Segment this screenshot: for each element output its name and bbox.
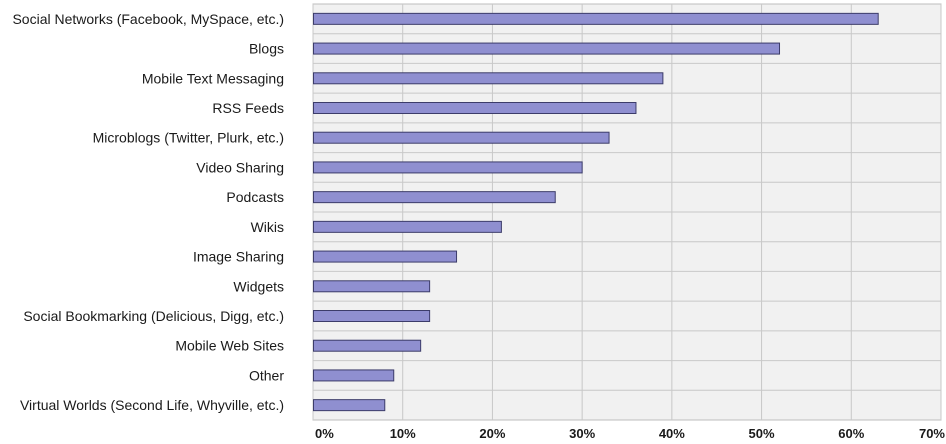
bar: [314, 340, 421, 351]
category-label: Mobile Web Sites: [175, 338, 284, 354]
bar: [314, 43, 780, 54]
x-tick-label: 70%: [919, 426, 945, 441]
x-tick-label: 30%: [569, 426, 595, 441]
category-label: Blogs: [249, 41, 284, 57]
bar: [314, 73, 663, 84]
category-label: Social Bookmarking (Delicious, Digg, etc…: [23, 308, 284, 324]
category-label: Mobile Text Messaging: [142, 70, 284, 86]
category-label: Podcasts: [226, 189, 284, 205]
category-labels: Social Networks (Facebook, MySpace, etc.…: [12, 11, 284, 413]
category-label: RSS Feeds: [212, 100, 284, 116]
bar: [314, 370, 394, 381]
x-tick-labels: 0% 10% 20% 30% 40% 50% 60% 70%: [315, 426, 945, 441]
bar: [314, 132, 610, 143]
bar: [314, 281, 430, 292]
category-label: Social Networks (Facebook, MySpace, etc.…: [12, 11, 284, 27]
category-label: Widgets: [233, 278, 284, 294]
x-tick-label: 40%: [659, 426, 685, 441]
category-label: Virtual Worlds (Second Life, Whyville, e…: [20, 397, 284, 413]
bar: [314, 251, 457, 262]
x-tick-label: 0%: [315, 426, 334, 441]
category-label: Image Sharing: [193, 249, 284, 265]
bar: [314, 103, 636, 114]
bar: [314, 162, 583, 173]
x-tick-label: 10%: [390, 426, 416, 441]
category-label: Wikis: [251, 219, 284, 235]
bar: [314, 311, 430, 322]
bar: [314, 192, 556, 203]
bar: [314, 221, 502, 232]
x-tick-label: 20%: [479, 426, 505, 441]
bar: [314, 400, 385, 411]
x-tick-label: 60%: [838, 426, 864, 441]
category-label: Microblogs (Twitter, Plurk, etc.): [93, 130, 284, 146]
x-tick-label: 50%: [749, 426, 775, 441]
category-label: Other: [249, 367, 284, 383]
category-label: Video Sharing: [196, 159, 284, 175]
bar: [314, 13, 879, 24]
